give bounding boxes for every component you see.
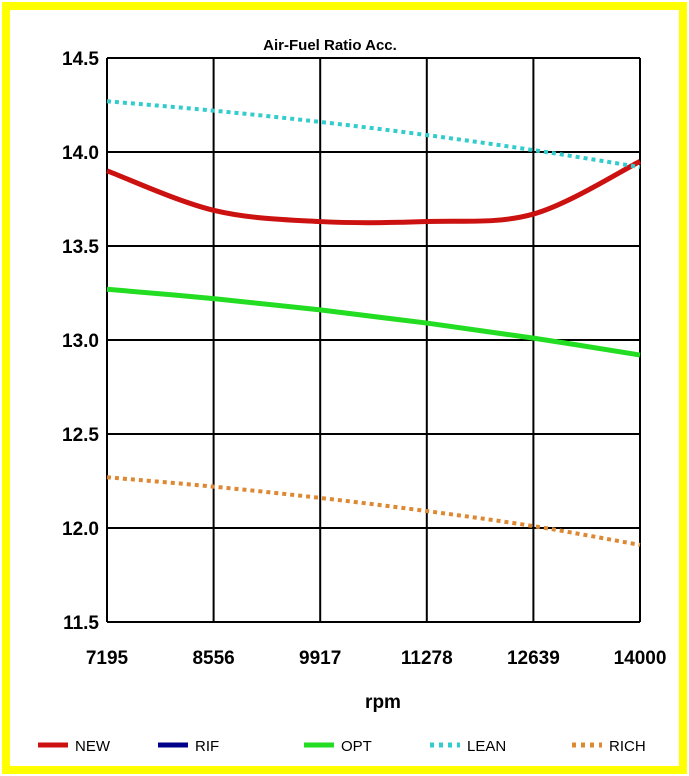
legend-label-rich: RICH [609,738,646,755]
x-tick-label: 12639 [507,648,560,669]
y-tick-label: 13.5 [62,237,99,258]
y-tick-label: 12.5 [62,425,99,446]
y-tick-label: 14.5 [62,49,99,70]
legend-label-rif: RIF [195,738,219,755]
series-line-lean [106,99,641,170]
y-tick-label: 14.0 [62,143,99,164]
chart-title: Air-Fuel Ratio Acc. [263,37,397,54]
series-line-new [106,159,642,226]
y-tick-label: 13.0 [62,331,99,352]
legend: NEW RIF OPT LEAN RICH [38,738,646,755]
x-tick-label: 14000 [614,648,667,669]
y-tick-label: 12.0 [62,519,99,540]
series-line-opt [106,286,641,358]
legend-label-new: NEW [75,738,111,755]
x-tick-label: 7195 [86,648,129,669]
legend-label-opt: OPT [341,738,372,755]
x-tick-label: 9917 [299,648,341,669]
x-tick-labels: 7195 8556 9917 11278 12639 14000 [86,648,667,669]
y-tick-label: 11.5 [63,613,99,634]
series-layer [106,99,642,547]
x-tick-label: 11278 [401,648,453,669]
x-tick-label: 8556 [192,648,234,669]
x-axis-title: rpm [365,692,401,713]
series-line-rich [106,475,641,547]
legend-label-lean: LEAN [467,738,506,755]
grid [106,57,641,623]
y-tick-labels: 14.5 14.0 13.5 13.0 12.5 12.0 11.5 [62,49,99,634]
